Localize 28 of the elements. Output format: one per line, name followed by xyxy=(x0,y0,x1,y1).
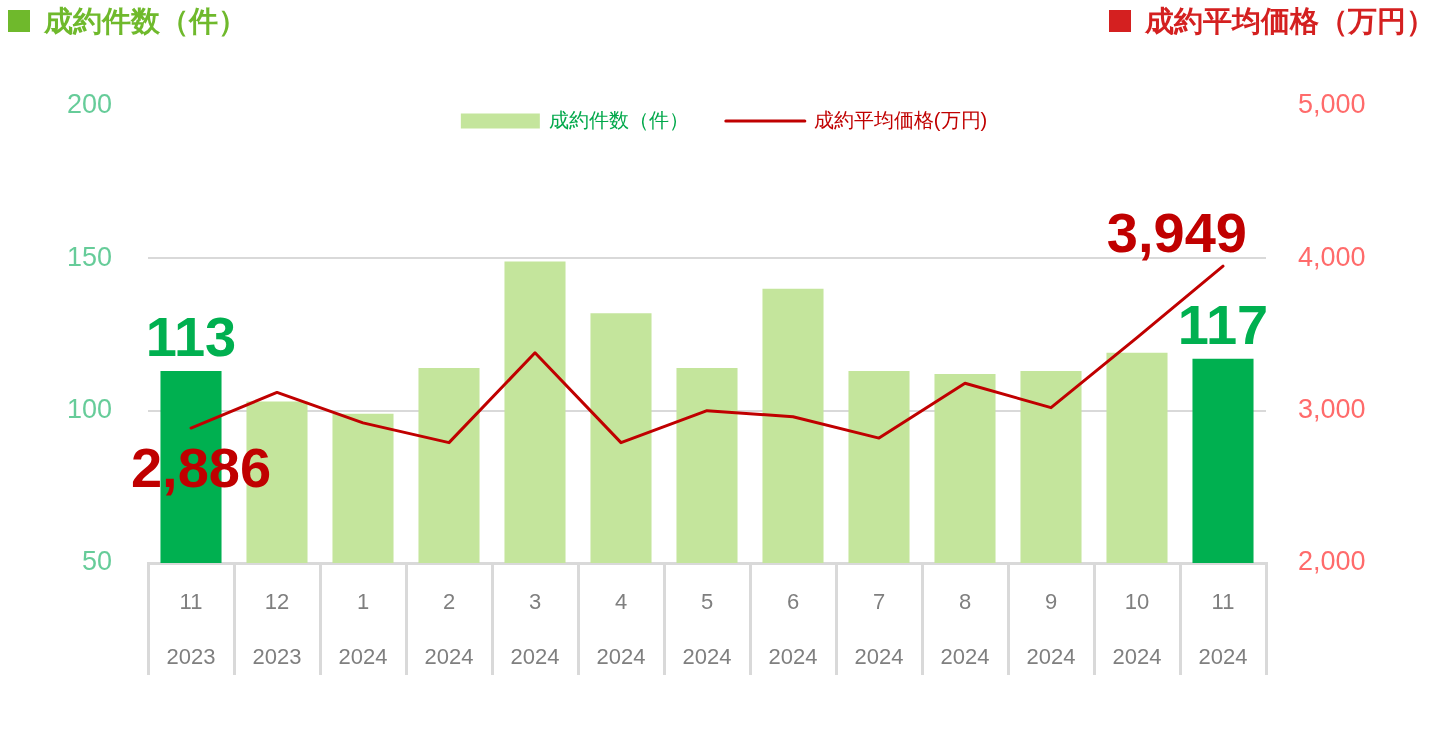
category-label: 3 2024 xyxy=(510,588,560,669)
category-label: 5 2024 xyxy=(682,588,732,669)
y2-tick-label: 4,000 xyxy=(1298,241,1366,272)
y-axis-title: 成約件数（件） xyxy=(44,4,247,39)
category-label: 1 2024 xyxy=(338,588,388,669)
category-label: 2 2024 xyxy=(424,588,474,669)
category-label: 11 2023 xyxy=(166,588,216,669)
y-tick-label: 100 xyxy=(66,394,112,425)
y-tick-label: 150 xyxy=(66,241,112,272)
category-label: 8 2024 xyxy=(940,588,990,669)
data-label: 3,949 xyxy=(1106,200,1247,264)
category-label: 9 2024 xyxy=(1026,588,1076,669)
data-label: 117 xyxy=(1177,293,1269,357)
y2-tick-label: 3,000 xyxy=(1298,394,1366,425)
category-label: 10 2024 xyxy=(1112,588,1162,669)
category-label: 12 2023 xyxy=(252,588,302,669)
y2-tick-label: 2,000 xyxy=(1298,546,1366,577)
category-label: 4 2024 xyxy=(596,588,646,669)
category-label: 6 2024 xyxy=(768,588,818,669)
legend-label: 成約平均価格(万円) xyxy=(813,108,988,131)
y-tick-label: 200 xyxy=(66,89,112,120)
legend-label: 成約件数（件） xyxy=(548,108,689,131)
category-label: 7 2024 xyxy=(854,588,904,669)
y2-tick-label: 5,000 xyxy=(1298,89,1366,120)
data-label: 113 xyxy=(145,305,237,369)
y2-axis-title: 成約平均価格（万円） xyxy=(1145,4,1435,39)
y-tick-label: 50 xyxy=(81,546,112,577)
category-label: 11 2024 xyxy=(1198,588,1248,669)
